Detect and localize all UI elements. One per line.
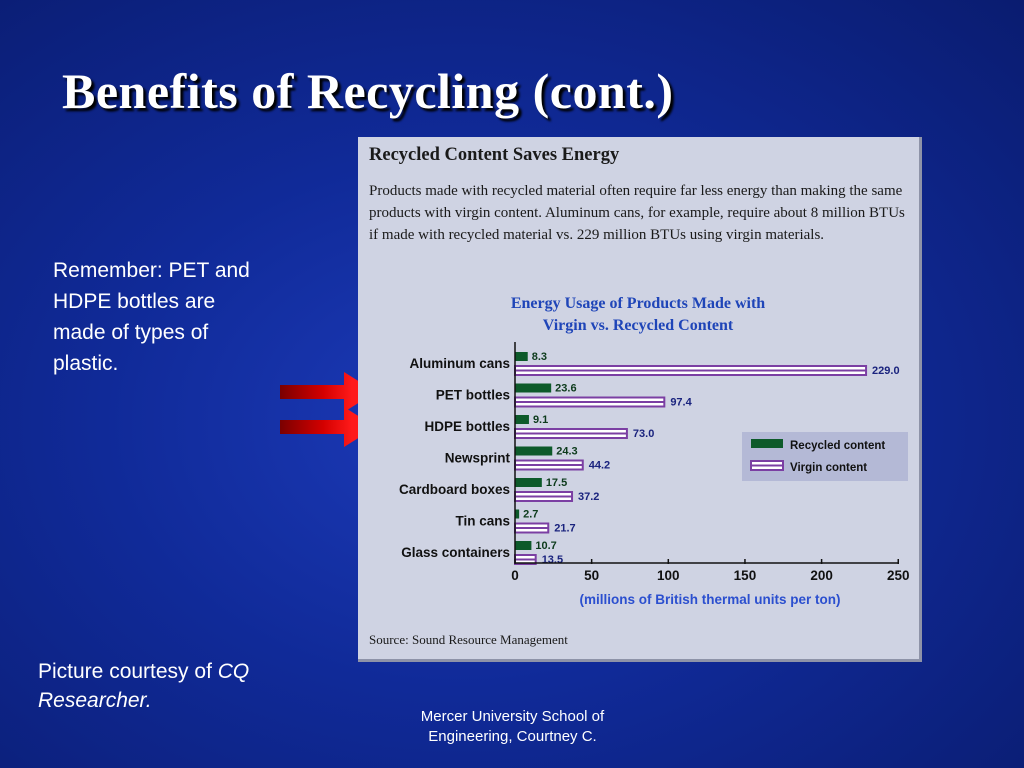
data-label-virgin: 44.2 [589,460,610,472]
data-label-recycled: 23.6 [555,383,576,395]
red-arrow-icon [280,407,376,447]
picture-credit: Picture courtesy of CQ Researcher. [38,657,328,715]
category-label: Aluminum cans [409,356,510,371]
data-label-virgin: 97.4 [670,397,692,409]
footer-text: Mercer University School of Engineering,… [420,708,605,745]
data-label-virgin: 21.7 [554,523,575,535]
figure-source: Source: Sound Resource Management [369,632,568,647]
slide-title: Benefits of Recycling (cont.) [62,63,674,119]
x-tick-label: 150 [734,568,757,583]
legend-label-virgin: Virgin content [790,462,867,474]
data-label-virgin: 73.0 [633,428,654,440]
data-label-recycled: 24.3 [556,446,577,458]
side-note: Remember: PET and HDPE bottles are made … [53,259,250,375]
x-tick-label: 50 [584,568,599,583]
x-tick-label: 0 [511,568,519,583]
credit-prefix: Picture courtesy of [38,660,212,683]
credit-source: CQ Researcher. [38,660,250,712]
data-label-recycled: 17.5 [546,477,567,489]
data-label-recycled: 8.3 [532,351,547,363]
figure-description: Products made with recycled material oft… [369,183,905,243]
category-label: HDPE bottles [424,419,510,434]
bar-recycled [515,478,542,487]
data-label-virgin: 37.2 [578,491,599,503]
x-tick-label: 250 [887,568,910,583]
chart-title-line: Energy Usage of Products Made with [511,295,765,312]
data-label-recycled: 9.1 [533,414,548,426]
bar-recycled [515,352,528,361]
chart-title-line: Virgin vs. Recycled Content [543,317,734,334]
category-label: Glass containers [401,545,510,560]
data-label-recycled: 10.7 [535,540,556,552]
legend-label-recycled: Recycled content [790,440,885,452]
bar-recycled [515,509,520,519]
red-arrow-icon [280,372,376,412]
data-label-virgin: 13.5 [542,554,563,566]
category-label: PET bottles [436,388,510,403]
data-label-virgin: 229.0 [872,365,900,377]
legend-swatch-recycled [751,439,783,448]
category-label: Cardboard boxes [399,482,510,497]
energy-usage-chart: Energy Usage of Products Made with Virgin… [399,295,910,607]
chart-figure: Recycled Content Saves Energy Products m… [358,137,922,662]
x-axis-label: (millions of British thermal units per t… [579,592,840,607]
x-tick-label: 100 [657,568,680,583]
bar-recycled [515,541,532,550]
bar-recycled [515,415,529,424]
category-label: Tin cans [455,514,510,529]
x-tick-label: 200 [810,568,833,583]
bar-recycled [515,446,553,456]
bar-recycled [515,383,552,393]
figure-heading: Recycled Content Saves Energy [369,145,620,165]
category-label: Newsprint [445,451,511,466]
data-label-recycled: 2.7 [523,509,538,521]
